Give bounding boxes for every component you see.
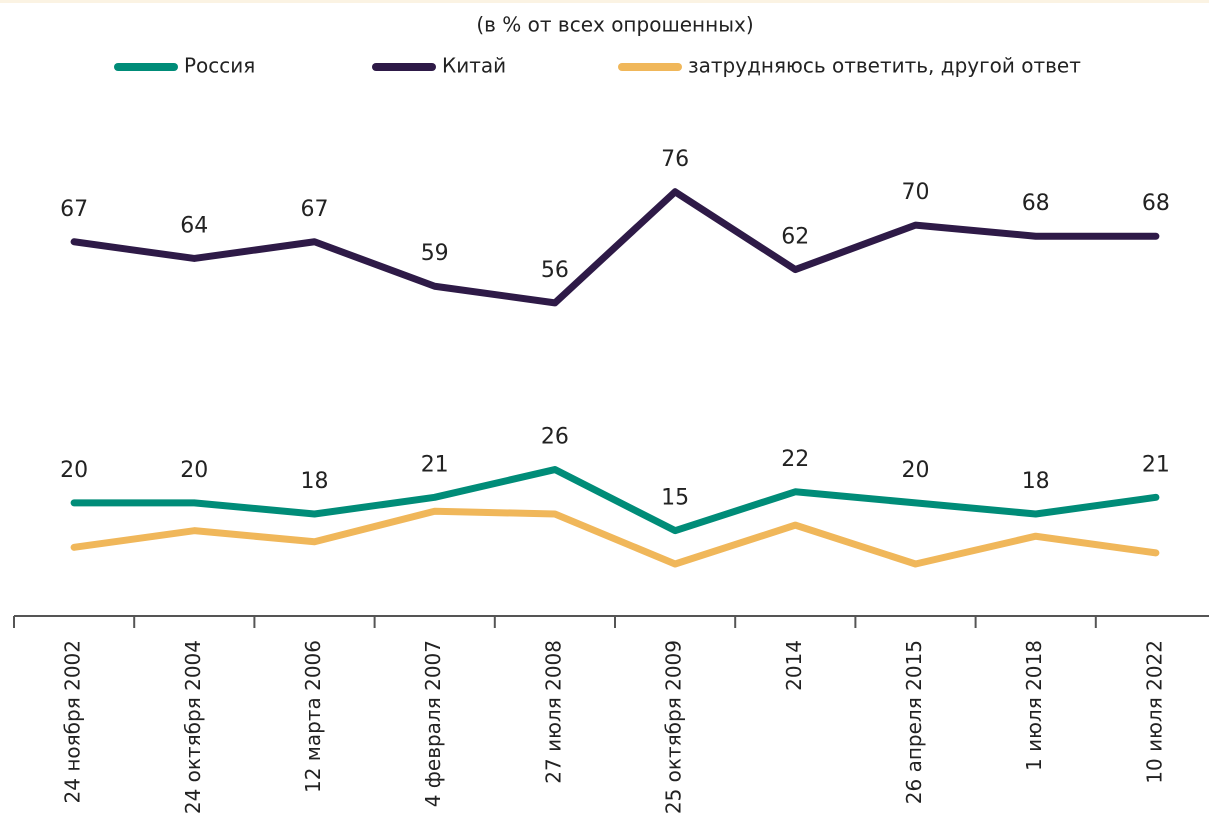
data-label: 21	[1142, 452, 1170, 477]
line-series	[70, 507, 1160, 568]
data-label: 26	[541, 425, 569, 450]
data-label: 18	[301, 469, 329, 494]
x-tick-label: 24 ноября 2002	[61, 640, 85, 803]
data-label: 56	[541, 258, 569, 283]
x-tick-label: 24 октября 2004	[181, 640, 205, 814]
data-label: 67	[301, 197, 329, 222]
data-label: 22	[781, 447, 809, 472]
x-tick-label: 4 февраля 2007	[421, 640, 445, 807]
data-label: 62	[781, 225, 809, 250]
data-label: 64	[180, 213, 208, 238]
line-series	[70, 466, 1160, 535]
legend-label: Россия	[184, 54, 255, 78]
legend-label: Китай	[442, 54, 506, 78]
data-label: 68	[1142, 191, 1170, 216]
data-label: 18	[1022, 469, 1050, 494]
x-tick-label: 1 июля 2018	[1022, 640, 1046, 771]
x-tick-label: 26 апреля 2015	[902, 640, 926, 804]
line-series	[70, 188, 1160, 307]
x-tick-label: 10 июля 2022	[1142, 640, 1166, 784]
top-band	[0, 0, 1209, 3]
data-label: 20	[180, 458, 208, 483]
data-label: 68	[1022, 191, 1050, 216]
data-label: 67	[60, 197, 88, 222]
x-tick-label: 25 октября 2009	[662, 640, 686, 814]
data-label: 21	[421, 452, 449, 477]
data-label: 59	[421, 241, 449, 266]
x-tick-label: 12 марта 2006	[301, 640, 325, 793]
data-label: 20	[60, 458, 88, 483]
legend-label: затрудняюсь ответить, другой ответ	[688, 54, 1081, 78]
data-label: 15	[661, 486, 689, 511]
data-label: 76	[661, 147, 689, 172]
data-label: 20	[902, 458, 930, 483]
x-tick-label: 2014	[782, 640, 806, 691]
data-label: 70	[902, 180, 930, 205]
chart-subtitle: (в % от всех опрошенных)	[476, 13, 753, 37]
x-tick-label: 27 июля 2008	[541, 640, 565, 784]
